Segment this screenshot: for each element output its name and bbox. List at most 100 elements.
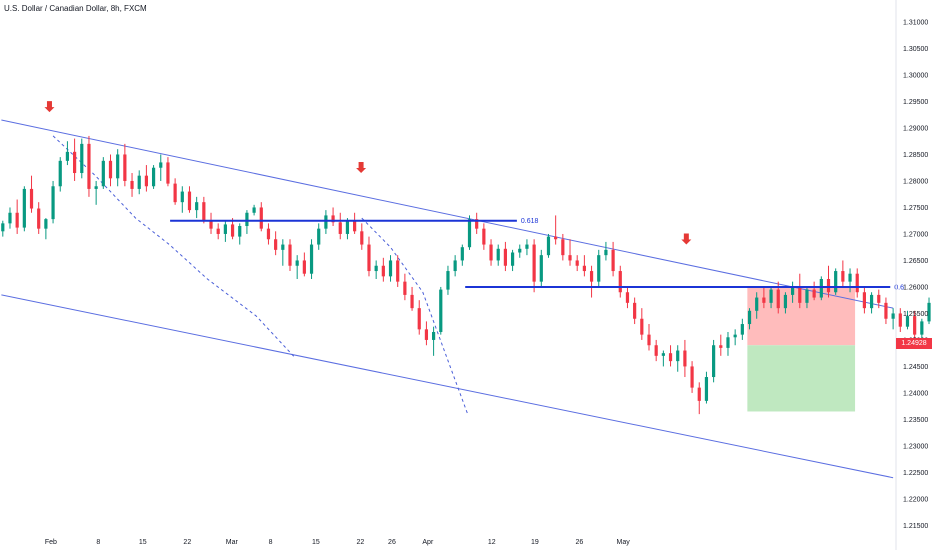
- candle: [388, 255, 393, 282]
- time-tick-label: May: [617, 539, 631, 546]
- candle-body: [783, 294, 788, 309]
- candle-body: [187, 191, 192, 211]
- candle: [812, 281, 816, 301]
- candle: [446, 265, 450, 295]
- candle: [791, 281, 795, 303]
- price-axis[interactable]: 1.31000 1.30500 1.30000 1.29500 1.29000 1.285…: [895, 0, 932, 550]
- candle-body: [51, 186, 55, 220]
- candle-body: [144, 175, 148, 187]
- candle-body: [345, 220, 350, 234]
- candle: [762, 286, 766, 309]
- candle: [195, 196, 199, 219]
- candle-body: [245, 212, 249, 227]
- candle-body: [159, 162, 163, 168]
- candle-body: [259, 207, 263, 229]
- candle: [704, 371, 709, 404]
- candle: [331, 207, 335, 227]
- candle-body: [582, 265, 586, 272]
- price-tick-label: 1.21500: [903, 523, 928, 530]
- candle-body: [719, 345, 723, 348]
- candle: [848, 268, 852, 293]
- candle: [683, 339, 687, 378]
- price-tick-label: 1.29500: [903, 99, 928, 106]
- candle: [891, 308, 895, 330]
- candle-body: [805, 289, 809, 303]
- candle: [403, 273, 407, 301]
- candle: [920, 318, 924, 340]
- candle-body: [625, 292, 630, 303]
- candle: [668, 345, 673, 367]
- candle-body: [223, 224, 227, 234]
- candle-body: [202, 202, 206, 221]
- dashed-swing-path: [52, 135, 295, 358]
- candle: [647, 324, 651, 351]
- candle-body: [704, 377, 709, 401]
- candle: [94, 180, 98, 205]
- time-tick-label: 8: [96, 539, 100, 546]
- candle-body: [130, 180, 134, 189]
- candle-body: [568, 255, 572, 261]
- candle-body: [927, 302, 931, 322]
- candle: [281, 239, 285, 266]
- candle-body: [116, 154, 120, 179]
- candle: [905, 310, 910, 330]
- candle-body: [712, 345, 716, 378]
- price-tick-label: 1.30000: [903, 72, 928, 79]
- candle-body: [697, 387, 701, 401]
- candle: [410, 286, 414, 311]
- candle: [618, 265, 622, 298]
- candle: [216, 223, 220, 240]
- time-axis[interactable]: 25Feb81522Mar8152226Apr121926May: [0, 539, 630, 546]
- candle: [460, 244, 464, 266]
- candle: [841, 260, 845, 287]
- price-tick-label: 1.23000: [903, 443, 928, 450]
- candle: [898, 308, 902, 332]
- price-tick-label: 1.28500: [903, 152, 928, 159]
- candle-body: [180, 191, 184, 203]
- candle: [640, 308, 644, 340]
- price-tick-label: 1.31000: [903, 19, 928, 26]
- candle: [719, 334, 723, 356]
- candle-body: [640, 318, 644, 335]
- last-price-badge: 1.24928: [896, 338, 932, 350]
- candle-body: [195, 202, 199, 211]
- candle: [554, 215, 558, 245]
- candle-body: [8, 212, 12, 224]
- candle-body: [575, 260, 579, 266]
- candle-body: [432, 331, 436, 340]
- time-tick-label: Mar: [226, 539, 239, 546]
- candle-body: [819, 278, 823, 298]
- candle-body: [29, 188, 34, 209]
- price-tick-label: 1.29000: [903, 125, 928, 132]
- candle: [589, 265, 594, 298]
- candle-body: [769, 289, 773, 303]
- candle-body: [826, 278, 831, 293]
- candle: [927, 297, 931, 325]
- candle-body: [137, 175, 141, 189]
- channel-lower-line: [1, 294, 894, 479]
- candle: [396, 255, 400, 287]
- candle: [819, 276, 823, 301]
- candle: [439, 286, 443, 335]
- candle-body: [618, 271, 622, 293]
- marker-arrows: [44, 101, 692, 245]
- price-tick-label: 1.27000: [903, 231, 928, 238]
- candle: [108, 154, 113, 187]
- dashed-swing-path: [361, 217, 468, 414]
- candle-body: [123, 154, 127, 181]
- candle: [367, 236, 371, 277]
- candle-body: [353, 220, 357, 232]
- candle: [202, 196, 206, 224]
- candle-body: [166, 162, 170, 184]
- candle: [87, 135, 91, 197]
- price-tick-label: 1.22000: [903, 496, 928, 503]
- fib-level-label: 0.618: [521, 218, 539, 225]
- down-arrow-icon: [681, 233, 692, 245]
- candle-body: [460, 247, 464, 261]
- take-profit-zone: [747, 345, 856, 412]
- chart-title: U.S. Dollar / Canadian Dollar, 8h, FXCM: [4, 4, 147, 13]
- candle-body: [403, 281, 407, 295]
- candle-body: [561, 239, 565, 256]
- candle-body: [532, 244, 536, 282]
- candle-body: [324, 215, 328, 229]
